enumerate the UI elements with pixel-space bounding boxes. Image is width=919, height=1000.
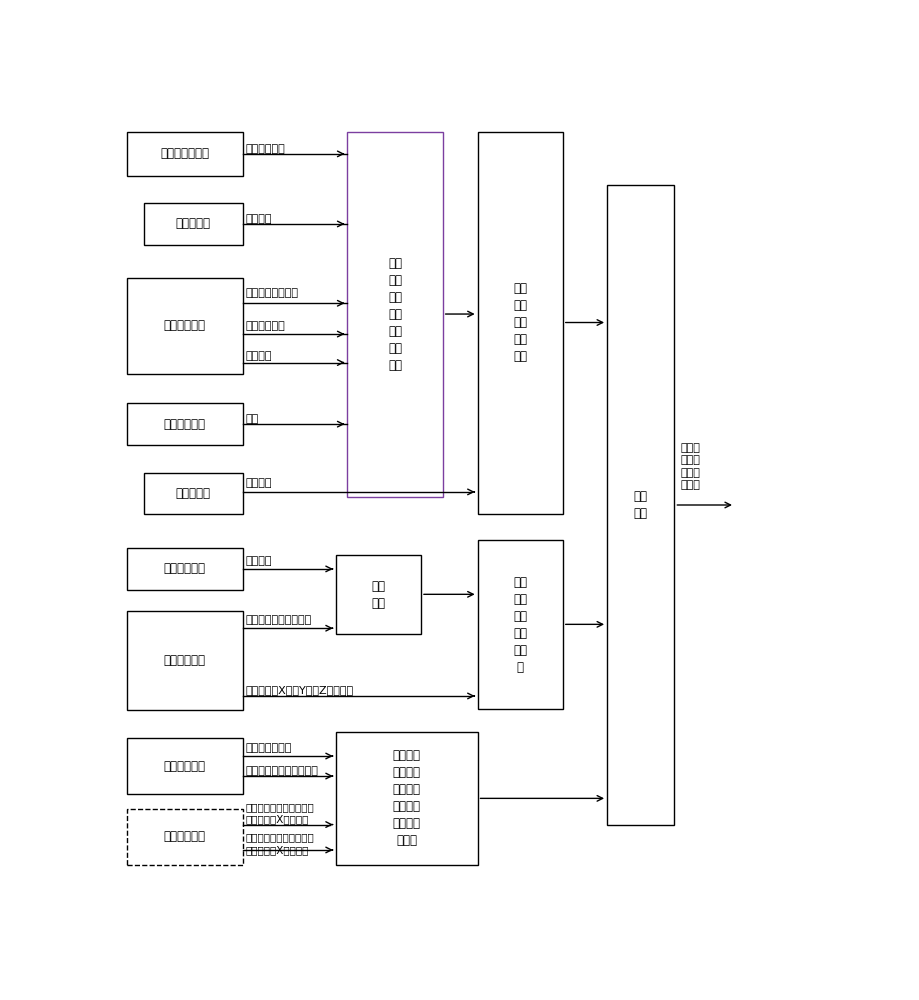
Bar (335, 732, 478, 865)
Bar (335, 555, 421, 634)
Text: 下滑偏差: 下滑偏差 (245, 214, 272, 224)
Bar (143, 203, 243, 245)
Bar (127, 738, 243, 794)
Text: 映射
关系: 映射 关系 (371, 580, 385, 610)
Text: 多模接收机: 多模接收机 (176, 487, 210, 500)
Bar (607, 185, 675, 825)
Text: 飞行管理系统: 飞行管理系统 (164, 562, 206, 575)
Text: 航向信标
天线到惯
性基准系
统的侧向
偏差速率
校正量: 航向信标 天线到惯 性基准系 统的侧向 偏差速率 校正量 (392, 749, 421, 847)
Text: 俯仰角、滚转角: 俯仰角、滚转角 (245, 743, 291, 753)
Text: 机场海拔高度: 机场海拔高度 (245, 321, 285, 331)
Bar (478, 132, 562, 514)
Text: 跑道长度: 跑道长度 (245, 351, 272, 361)
Text: 转角、俯仰角、偏航角: 转角、俯仰角、偏航角 (245, 615, 312, 626)
Text: 俯仰角速度、偏航角速度: 俯仰角速度、偏航角速度 (245, 766, 318, 776)
Text: 惯性基准系统安装位置在
机体坐标系X轴的投影: 惯性基准系统安装位置在 机体坐标系X轴的投影 (245, 833, 313, 855)
Text: 飞机构型数据: 飞机构型数据 (164, 830, 206, 843)
Text: 惯性基准系统: 惯性基准系统 (164, 760, 206, 773)
Text: 飞机
相对
跑道
侧向
偏差: 飞机 相对 跑道 侧向 偏差 (513, 282, 528, 363)
Bar (127, 403, 243, 445)
Text: 补偿
滤波: 补偿 滤波 (634, 490, 648, 520)
Text: 地速: 地速 (245, 414, 258, 424)
Bar (127, 611, 243, 710)
Bar (347, 132, 443, 497)
Text: 飞机大气高度: 飞机大气高度 (245, 144, 285, 154)
Text: 飞行管理系统: 飞行管理系统 (164, 319, 206, 332)
Text: 飞机
相对
航向
信标
台的
水平
距离: 飞机 相对 航向 信标 台的 水平 距离 (388, 257, 402, 372)
Text: 航向信标天线安装位置在
机体坐标系X轴的投影: 航向信标天线安装位置在 机体坐标系X轴的投影 (245, 802, 313, 824)
Text: 所选航道: 所选航道 (245, 556, 272, 566)
Text: 惯性基准系统: 惯性基准系统 (164, 418, 206, 431)
Bar (478, 540, 562, 709)
Bar (127, 278, 243, 374)
Text: 惯性基准系统: 惯性基准系统 (164, 654, 206, 667)
Text: 多模接收机: 多模接收机 (176, 217, 210, 230)
Bar (143, 473, 243, 514)
Text: 机体坐标系X轴、Y轴、Z轴加速度: 机体坐标系X轴、Y轴、Z轴加速度 (245, 685, 353, 695)
Text: 航向偏差: 航向偏差 (245, 478, 272, 488)
Text: 设定的下滑道角度: 设定的下滑道角度 (245, 288, 298, 298)
Text: 飞机相
对跑道
侧向偏
差速率: 飞机相 对跑道 侧向偏 差速率 (681, 443, 700, 490)
Text: 大气数据计算机: 大气数据计算机 (160, 147, 210, 160)
Bar (127, 809, 243, 865)
Bar (127, 548, 243, 590)
Bar (127, 132, 243, 176)
Text: 飞机
相对
跑道
侧向
加速
度: 飞机 相对 跑道 侧向 加速 度 (513, 576, 528, 674)
